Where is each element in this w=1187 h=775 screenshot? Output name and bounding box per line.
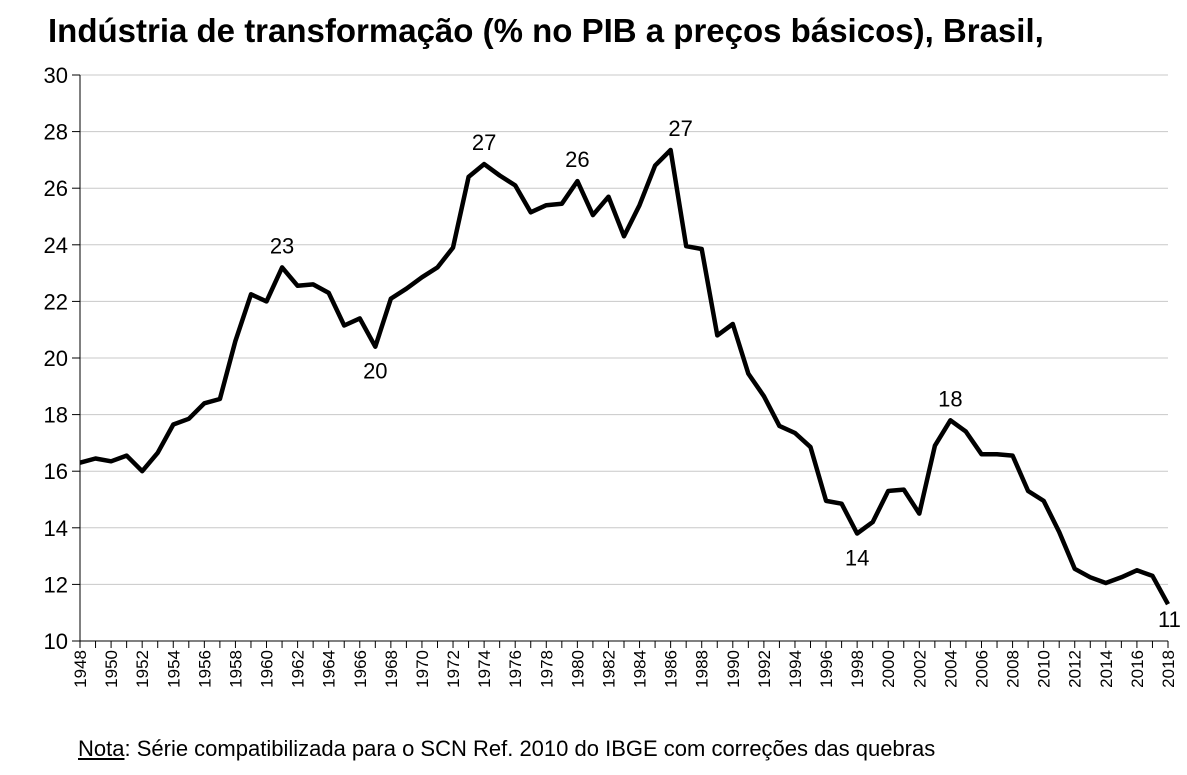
x-tick-label: 2016	[1128, 650, 1147, 688]
x-tick-label: 1972	[444, 650, 463, 688]
y-tick-label: 28	[44, 120, 68, 145]
x-tick-label: 1962	[289, 650, 308, 688]
data-label: 27	[472, 130, 496, 155]
data-label: 11	[1158, 607, 1181, 632]
data-label: 20	[363, 359, 387, 384]
data-label: 23	[270, 233, 294, 258]
x-tick-label: 1948	[71, 650, 90, 688]
x-tick-label: 1966	[351, 650, 370, 688]
x-tick-label: 1976	[506, 650, 525, 688]
y-tick-label: 22	[44, 289, 68, 314]
x-tick-label: 1968	[382, 650, 401, 688]
y-tick-label: 24	[44, 233, 68, 258]
x-tick-label: 2006	[972, 650, 991, 688]
x-tick-label: 1996	[817, 650, 836, 688]
x-tick-label: 1986	[662, 650, 681, 688]
x-tick-label: 1990	[724, 650, 743, 688]
x-tick-label: 1954	[164, 650, 183, 688]
y-tick-label: 12	[44, 572, 68, 597]
x-tick-label: 1998	[848, 650, 867, 688]
data-label: 26	[565, 147, 589, 172]
x-tick-label: 1982	[599, 650, 618, 688]
data-label: 18	[938, 386, 962, 411]
x-tick-label: 2004	[941, 650, 960, 688]
x-tick-label: 1960	[258, 650, 277, 688]
x-tick-label: 2012	[1066, 650, 1085, 688]
note-label: Nota	[78, 736, 125, 761]
x-tick-label: 2000	[879, 650, 898, 688]
x-tick-labels: 1948 1950 1952 1954 1956 1958 1960 1962 1964 1966…	[71, 650, 1178, 688]
y-tick-label: 14	[44, 516, 68, 541]
chart-title: Indústria de transformação (% no PIB a p…	[48, 12, 1044, 49]
y-tick-label: 30	[44, 63, 68, 88]
data-labels: 23 20 27 26 27 14 18 11	[270, 116, 1181, 632]
x-tick-label: 2014	[1097, 650, 1116, 688]
y-tick-label: 10	[44, 629, 68, 654]
x-tick-label: 2002	[910, 650, 929, 688]
x-tick-label: 1992	[755, 650, 774, 688]
x-tick-label: 1978	[537, 650, 556, 688]
axes	[72, 74, 1169, 648]
x-tick-label: 1970	[413, 650, 432, 688]
x-tick-label: 1984	[631, 650, 650, 688]
x-tick-label: 1964	[320, 650, 339, 688]
series-line	[79, 147, 1170, 606]
x-tick-label: 2008	[1004, 650, 1023, 688]
x-tick-label: 1994	[786, 650, 805, 688]
chart-note: Nota: Série compatibilizada para o SCN R…	[78, 736, 935, 762]
x-tick-label: 1950	[102, 650, 121, 688]
x-tick-label: 2018	[1159, 650, 1178, 688]
x-tick-label: 1988	[693, 650, 712, 688]
x-tick-label: 2010	[1035, 650, 1054, 688]
data-label: 14	[845, 545, 869, 570]
note-text: : Série compatibilizada para o SCN Ref. …	[124, 736, 936, 761]
y-tick-labels: 10 12 14 16 18 20 22 24 26 28 30	[44, 63, 68, 654]
x-tick-label: 1980	[568, 650, 587, 688]
y-tick-label: 26	[44, 176, 68, 201]
gridlines	[80, 74, 1168, 585]
x-tick-label: 1952	[133, 650, 152, 688]
series	[79, 147, 1170, 606]
x-tick-label: 1958	[226, 650, 245, 688]
data-label: 27	[668, 116, 692, 141]
x-tick-label: 1956	[195, 650, 214, 688]
x-tick-label: 1974	[475, 650, 494, 688]
y-tick-label: 20	[44, 346, 68, 371]
y-tick-label: 18	[44, 403, 68, 428]
y-tick-label: 16	[44, 459, 68, 484]
